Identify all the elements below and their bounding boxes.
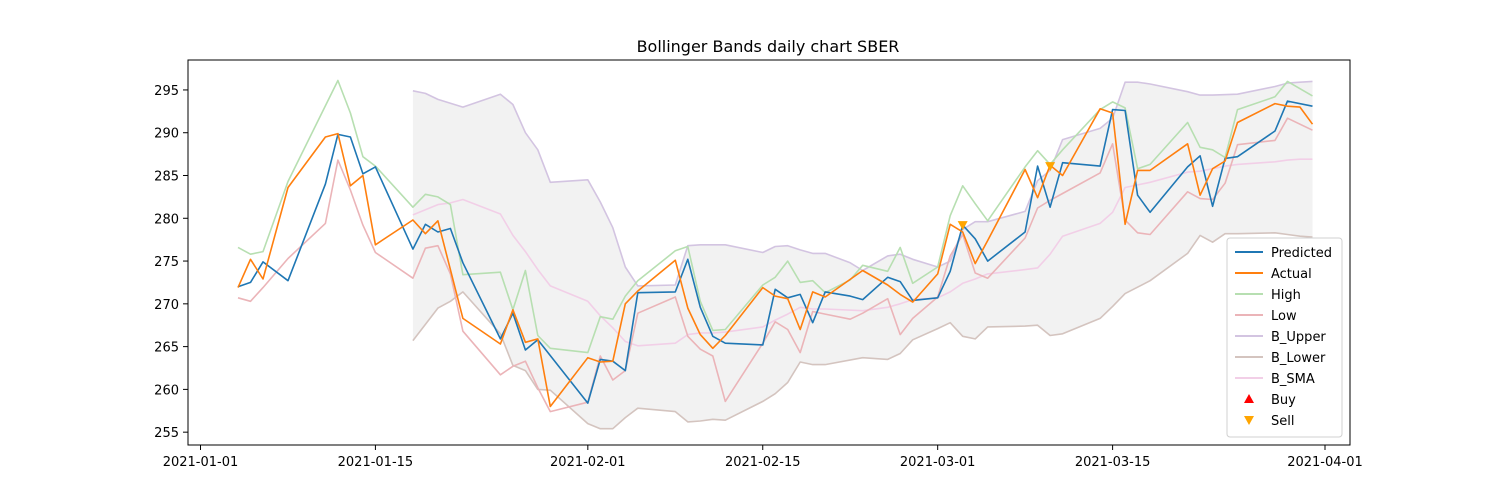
legend-label-b-sma: B_SMA <box>1271 372 1315 387</box>
y-tick-label: 260 <box>154 383 179 398</box>
y-tick-label: 285 <box>154 170 179 185</box>
x-tick-label: 2021-04-01 <box>1287 455 1363 470</box>
x-tick-label: 2021-02-01 <box>550 455 626 470</box>
y-tick-label: 295 <box>154 84 179 99</box>
chart-title: Bollinger Bands daily chart SBER <box>637 37 900 56</box>
legend-label-predicted: Predicted <box>1271 246 1332 261</box>
x-tick-label: 2021-01-15 <box>338 455 414 470</box>
y-tick-label: 280 <box>154 212 179 227</box>
legend-swatch-sell <box>1244 416 1254 425</box>
legend-label-buy: Buy <box>1271 393 1296 408</box>
plot-area <box>187 59 1351 446</box>
x-tick-label: 2021-03-01 <box>900 455 976 470</box>
legend-label-high: High <box>1271 288 1301 303</box>
x-tick-label: 2021-01-01 <box>163 455 239 470</box>
y-tick-label: 290 <box>154 127 179 142</box>
x-tick-label: 2021-02-15 <box>725 455 801 470</box>
legend-label-low: Low <box>1271 309 1297 324</box>
y-tick-label: 255 <box>154 426 179 441</box>
sell-marker <box>1045 162 1056 172</box>
series-line-b-sma <box>412 158 1313 347</box>
sell-marker <box>957 221 968 231</box>
bollinger-band-fill <box>412 81 1313 429</box>
legend: Predicted Actual High Low B_Upper B_Lower B_SM… <box>1226 237 1343 438</box>
y-axis: 255 260 265 270 275 280 285 290 295 <box>154 84 188 441</box>
x-axis: 2021-01-01 2021-01-15 2021-02-01 2021-02-15… <box>163 445 1363 470</box>
y-tick-label: 265 <box>154 341 179 356</box>
series-line-b-lower <box>412 232 1313 430</box>
legend-swatch-buy <box>1244 394 1254 403</box>
legend-label-actual: Actual <box>1271 267 1312 282</box>
legend-label-b-lower: B_Lower <box>1271 351 1326 366</box>
x-tick-label: 2021-03-15 <box>1075 455 1151 470</box>
y-tick-label: 275 <box>154 255 179 270</box>
legend-label-sell: Sell <box>1271 414 1294 429</box>
y-tick-label: 270 <box>154 298 179 313</box>
series-line-actual <box>237 102 1314 408</box>
series-line-predicted <box>237 100 1313 404</box>
plot-frame <box>187 59 1351 446</box>
series-line-high <box>237 79 1313 354</box>
legend-box <box>1226 237 1343 438</box>
legend-label-b-upper: B_Upper <box>1271 330 1326 345</box>
